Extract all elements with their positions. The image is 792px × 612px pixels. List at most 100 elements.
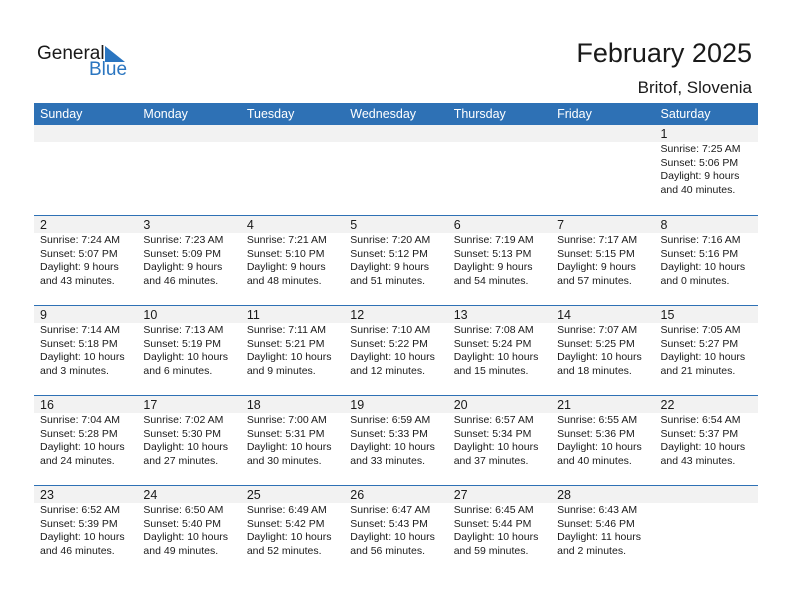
daylight2-text: and 57 minutes. <box>557 274 632 287</box>
day-cell: 22 Sunrise: 6:54 AM Sunset: 5:37 PM Dayligh… <box>654 396 758 485</box>
week-row: 16 Sunrise: 7:04 AM Sunset: 5:28 PM Dayligh… <box>34 395 758 485</box>
day-number: 15 <box>654 306 758 323</box>
daylight1-text: Daylight: 10 hours <box>453 441 539 454</box>
weekday-tuesday: Tuesday <box>246 107 295 121</box>
sunrise-text: Sunrise: 7:17 AM <box>557 234 638 246</box>
day-number: 22 <box>654 396 758 413</box>
day-info: Sunrise: 6:59 AM Sunset: 5:33 PM Daylight:… <box>344 413 447 468</box>
daylight2-text: and 2 minutes. <box>557 544 626 557</box>
sunrise-text: Sunrise: 7:24 AM <box>40 234 120 246</box>
daylight2-text: and 48 minutes. <box>246 274 322 287</box>
daylight1-text: Daylight: 10 hours <box>453 351 539 364</box>
sunrise-text: Sunrise: 6:57 AM <box>453 414 534 426</box>
day-info: Sunrise: 7:11 AM Sunset: 5:21 PM Daylight:… <box>241 323 344 378</box>
daylight2-text: and 18 minutes. <box>557 364 632 377</box>
day-number: 3 <box>137 216 241 233</box>
daylight2-text: and 12 minutes. <box>350 364 425 377</box>
daylight2-text: and 51 minutes. <box>350 274 425 287</box>
sunrise-text: Sunrise: 7:16 AM <box>660 234 741 246</box>
day-cell: 9 Sunrise: 7:14 AM Sunset: 5:18 PM Daylight… <box>34 306 138 395</box>
day-info: Sunrise: 7:21 AM Sunset: 5:10 PM Daylight:… <box>241 233 344 288</box>
sunrise-text: Sunrise: 6:43 AM <box>557 504 638 516</box>
day-number: 28 <box>551 486 655 503</box>
day-number: 23 <box>34 486 138 503</box>
day-number: 12 <box>344 306 448 323</box>
logo-general: General <box>37 43 105 64</box>
sunset-text: Sunset: 5:06 PM <box>660 156 739 169</box>
daylight1-text: Daylight: 9 hours <box>557 261 636 274</box>
day-cell: 2 Sunrise: 7:24 AM Sunset: 5:07 PM Daylight… <box>34 216 138 305</box>
day-number: 10 <box>137 306 241 323</box>
daylight1-text: Daylight: 10 hours <box>350 531 435 544</box>
week-row: 23 Sunrise: 6:52 AM Sunset: 5:39 PM Dayligh… <box>34 485 758 575</box>
sunset-text: Sunset: 5:36 PM <box>557 427 635 440</box>
weekday-wednesday: Wednesday <box>350 107 417 121</box>
daylight1-text: Daylight: 9 hours <box>453 261 533 274</box>
sunrise-text: Sunrise: 6:54 AM <box>660 414 741 426</box>
daylight2-text: and 30 minutes. <box>246 454 322 467</box>
day-number: 13 <box>447 306 552 323</box>
daylight1-text: Daylight: 9 hours <box>350 261 430 274</box>
daylight2-text: and 3 minutes. <box>40 364 109 377</box>
day-info: Sunrise: 6:55 AM Sunset: 5:36 PM Daylight:… <box>551 413 654 468</box>
day-info: Sunrise: 6:47 AM Sunset: 5:43 PM Daylight:… <box>344 503 447 558</box>
sunrise-text: Sunrise: 7:02 AM <box>143 414 224 426</box>
daylight2-text: and 56 minutes. <box>350 544 425 557</box>
daylight1-text: Daylight: 10 hours <box>143 351 229 364</box>
sunrise-text: Sunrise: 7:11 AM <box>246 324 327 336</box>
sunset-text: Sunset: 5:27 PM <box>660 337 739 350</box>
day-cell: 3 Sunrise: 7:23 AM Sunset: 5:09 PM Daylight… <box>137 216 241 305</box>
daylight1-text: Daylight: 10 hours <box>143 531 229 544</box>
sunset-text: Sunset: 5:33 PM <box>350 427 428 440</box>
day-cell: 23 Sunrise: 6:52 AM Sunset: 5:39 PM Dayligh… <box>34 486 138 575</box>
sunset-text: Sunset: 5:16 PM <box>660 247 739 260</box>
day-number <box>447 125 552 142</box>
logo-blue: Blue <box>89 59 128 80</box>
daylight1-text: Daylight: 10 hours <box>40 531 125 544</box>
day-cell: 1 Sunrise: 7:25 AM Sunset: 5:06 PM Daylight… <box>654 125 758 215</box>
day-number: 9 <box>34 306 138 323</box>
day-number: 17 <box>137 396 241 413</box>
day-info: Sunrise: 7:07 AM Sunset: 5:25 PM Daylight:… <box>551 323 654 378</box>
daylight1-text: Daylight: 9 hours <box>246 261 326 274</box>
day-cell <box>34 125 138 215</box>
day-info: Sunrise: 7:10 AM Sunset: 5:22 PM Daylight:… <box>344 323 447 378</box>
day-number: 24 <box>137 486 241 503</box>
week-row: 2 Sunrise: 7:24 AM Sunset: 5:07 PM Daylight… <box>34 215 758 305</box>
sunset-text: Sunset: 5:40 PM <box>143 517 222 530</box>
day-info: Sunrise: 7:02 AM Sunset: 5:30 PM Daylight:… <box>137 413 240 468</box>
sunset-text: Sunset: 5:28 PM <box>40 427 118 440</box>
day-cell: 26 Sunrise: 6:47 AM Sunset: 5:43 PM Dayligh… <box>344 486 448 575</box>
day-cell: 20 Sunrise: 6:57 AM Sunset: 5:34 PM Dayligh… <box>447 396 552 485</box>
day-number: 14 <box>551 306 655 323</box>
page-title: February 2025 <box>576 38 752 68</box>
day-number: 2 <box>34 216 138 233</box>
day-info: Sunrise: 7:20 AM Sunset: 5:12 PM Daylight:… <box>344 233 447 288</box>
daylight2-text: and 6 minutes. <box>143 364 213 377</box>
day-info: Sunrise: 6:49 AM Sunset: 5:42 PM Daylight:… <box>241 503 344 558</box>
day-cell: 15 Sunrise: 7:05 AM Sunset: 5:27 PM Dayligh… <box>654 306 758 395</box>
day-number <box>344 125 448 142</box>
day-cell: 27 Sunrise: 6:45 AM Sunset: 5:44 PM Dayligh… <box>447 486 552 575</box>
sunrise-text: Sunrise: 7:08 AM <box>453 324 534 336</box>
daylight1-text: Daylight: 10 hours <box>660 351 746 364</box>
daylight2-text: and 0 minutes. <box>660 274 730 287</box>
day-cell: 12 Sunrise: 7:10 AM Sunset: 5:22 PM Dayligh… <box>344 306 448 395</box>
sunset-text: Sunset: 5:43 PM <box>350 517 428 530</box>
sunset-text: Sunset: 5:42 PM <box>246 517 325 530</box>
sunset-text: Sunset: 5:34 PM <box>453 427 532 440</box>
daylight2-text: and 52 minutes. <box>246 544 322 557</box>
day-cell: 6 Sunrise: 7:19 AM Sunset: 5:13 PM Daylight… <box>447 216 552 305</box>
sunset-text: Sunset: 5:21 PM <box>246 337 325 350</box>
day-cell: 5 Sunrise: 7:20 AM Sunset: 5:12 PM Daylight… <box>344 216 448 305</box>
day-cell: 17 Sunrise: 7:02 AM Sunset: 5:30 PM Dayligh… <box>137 396 241 485</box>
daylight1-text: Daylight: 9 hours <box>660 170 740 183</box>
daylight1-text: Daylight: 10 hours <box>246 531 332 544</box>
daylight2-text: and 9 minutes. <box>246 364 316 377</box>
day-cell <box>551 125 655 215</box>
sunrise-text: Sunrise: 7:23 AM <box>143 234 224 246</box>
day-cell: 7 Sunrise: 7:17 AM Sunset: 5:15 PM Daylight… <box>551 216 655 305</box>
day-info: Sunrise: 7:04 AM Sunset: 5:28 PM Daylight:… <box>34 413 137 468</box>
day-cell: 8 Sunrise: 7:16 AM Sunset: 5:16 PM Daylight… <box>654 216 758 305</box>
daylight2-text: and 46 minutes. <box>143 274 219 287</box>
